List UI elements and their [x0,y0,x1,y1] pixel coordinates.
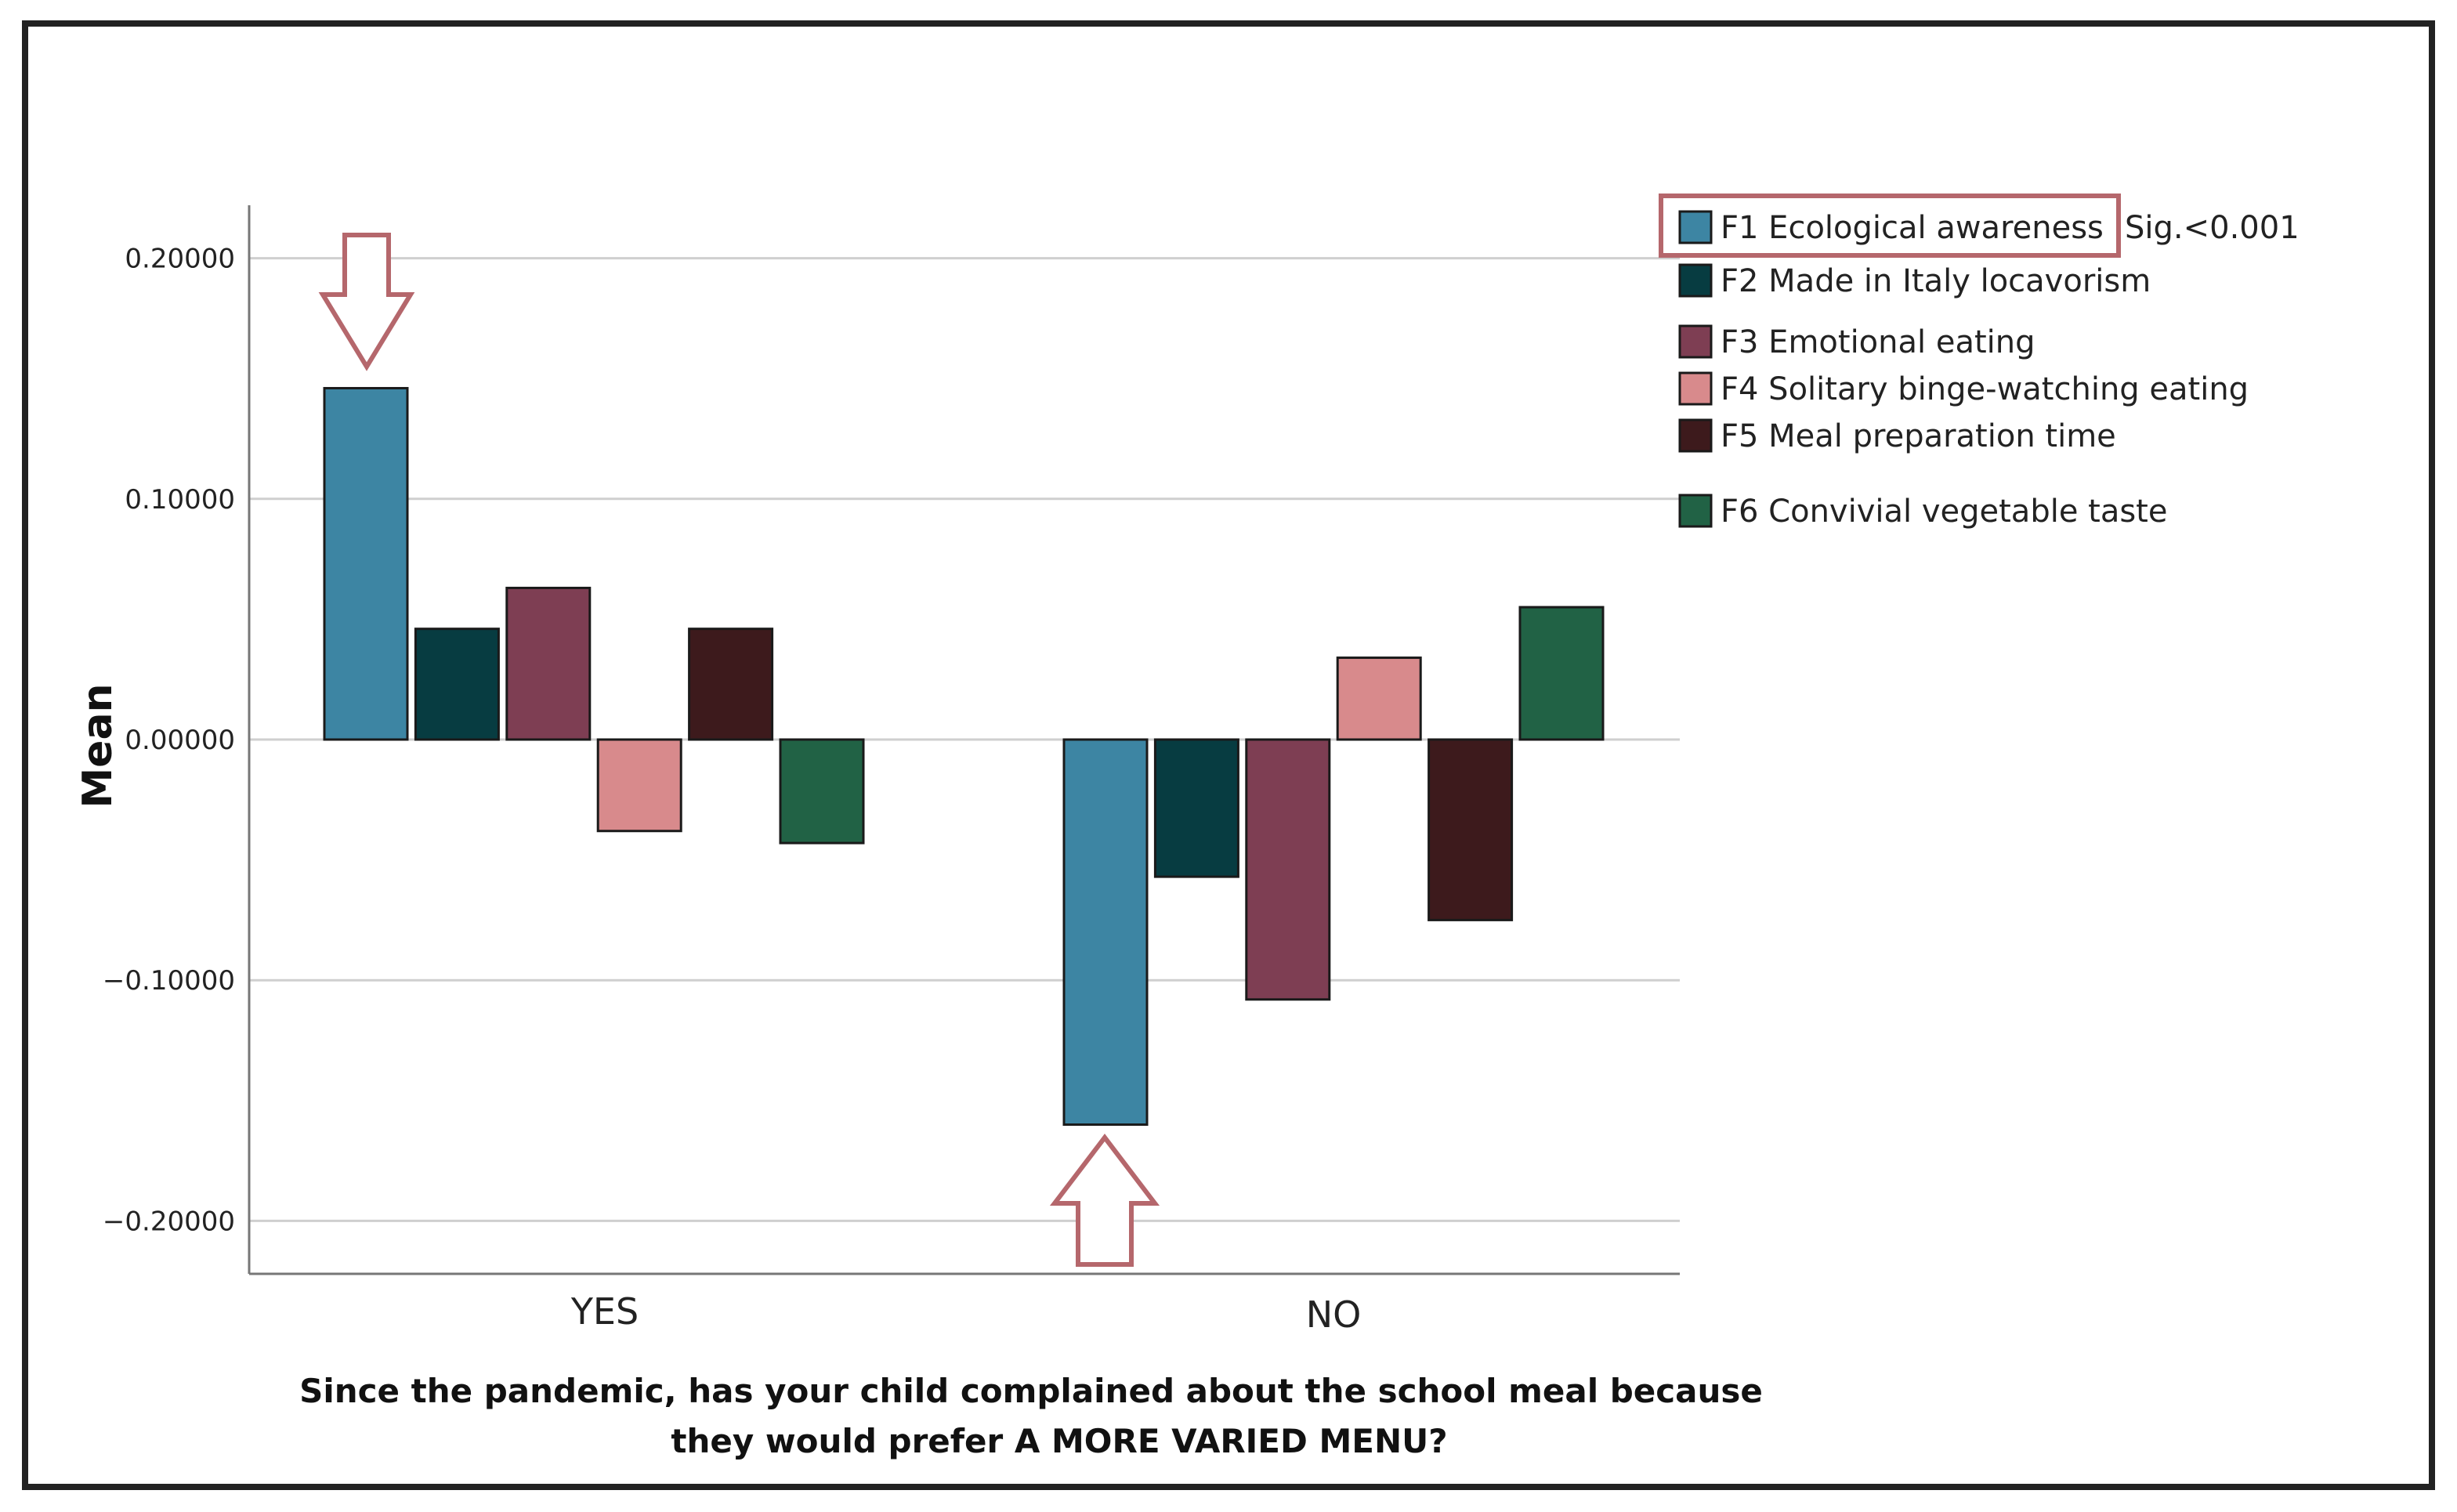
legend-swatch-f4 [1678,371,1713,406]
down-arrow-icon [318,233,415,371]
legend-label-f6: F6 Convivial vegetable taste [1721,494,2167,530]
bar-yes-f5 [688,628,774,741]
legend-swatch-f6 [1678,494,1713,528]
legend-label-f1: F1 Ecological awareness [1721,210,2104,246]
bar-no-f1 [1062,738,1149,1127]
legend-swatch-f2 [1678,263,1713,298]
bar-no-f2 [1153,738,1239,878]
y-tick-label: −0.10000 [103,965,235,997]
legend-swatch-f3 [1678,324,1713,359]
y-tick-label: 0.00000 [125,725,235,756]
legend: Sig.<0.001 F1 Ecological awareness F2 Mad… [1659,194,2300,530]
bar-yes-f6 [779,738,865,845]
category-label-yes: YES [570,1290,639,1333]
legend-swatch-f1 [1678,210,1713,244]
y-tick-label: 0.20000 [125,244,235,275]
y-tick-labels: 0.20000 0.10000 0.00000 −0.10000 −0.20000 [103,244,235,1238]
y-axis-label: Mean [74,683,121,808]
bars-group [323,386,1605,1127]
y-tick-label: 0.10000 [125,484,235,515]
axes [248,205,1680,1275]
bar-yes-f3 [505,586,592,741]
x-axis-title-line-1: Since the pandemic, has your child compl… [299,1372,1763,1410]
bar-yes-f2 [414,628,500,741]
legend-label-f2: F2 Made in Italy locavorism [1721,263,2151,299]
legend-swatch-f5 [1678,418,1713,453]
bar-no-f5 [1428,738,1514,921]
bar-no-f4 [1336,657,1422,741]
legend-label-f4: F4 Solitary binge-watching eating [1721,371,2249,407]
bar-yes-f1 [323,386,409,741]
bar-no-f6 [1518,606,1605,741]
bar-yes-f4 [596,738,682,833]
legend-label-f5: F5 Meal preparation time [1721,418,2116,454]
legend-highlight-box [1659,194,2121,258]
x-axis-title-line-2: they would prefer A MORE VARIED MENU? [671,1422,1447,1460]
significance-annotation: Sig.<0.001 [2125,210,2300,246]
legend-label-f3: F3 Emotional eating [1721,324,2035,360]
bar-no-f3 [1245,738,1331,1001]
y-tick-label: −0.20000 [103,1206,235,1237]
category-label-no: NO [1306,1293,1362,1336]
up-arrow-icon [1049,1134,1160,1267]
